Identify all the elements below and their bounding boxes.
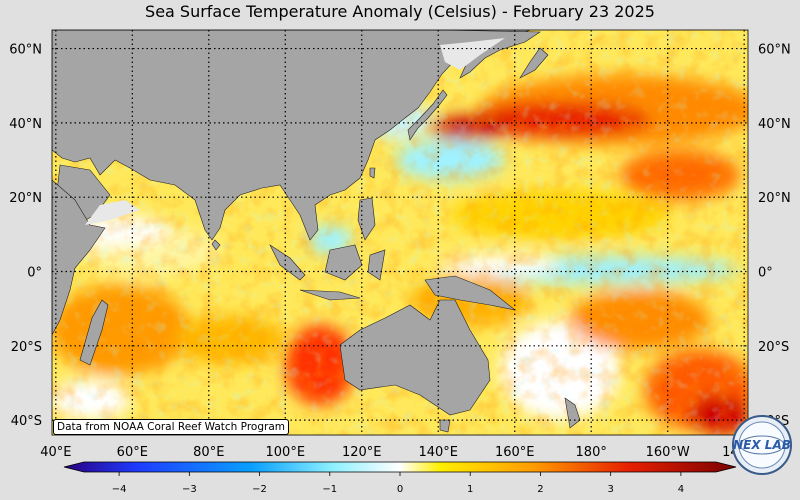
colorbar: −4 −3 −2 −1 0 1 2 3 4 <box>63 461 737 495</box>
lon-label: 160°E <box>495 445 535 460</box>
lat-label-right: 20°S <box>758 340 789 355</box>
colorbar-tick-label: 3 <box>607 484 613 495</box>
map-title: Sea Surface Temperature Anomaly (Celsius… <box>145 2 655 21</box>
lon-label: 180° <box>576 445 607 460</box>
colorbar-ticks: −4 −3 −2 −1 0 1 2 3 4 <box>112 472 684 495</box>
longitude-labels: 40°E 60°E 80°E 100°E 120°E 140°E 160°E 180° 160°… <box>40 445 766 460</box>
colorbar-tick-label: −3 <box>182 484 197 495</box>
lat-label-right: 60°N <box>758 43 791 58</box>
data-credit: Data from NOAA Coral Reef Watch Program <box>53 419 289 435</box>
lat-label-right: 20°N <box>758 191 791 206</box>
colorbar-tick-label: 2 <box>537 484 543 495</box>
map-frame <box>51 29 749 436</box>
lat-label-left: 20°S <box>11 340 42 355</box>
lat-label-right: 40°N <box>758 117 791 132</box>
lon-label: 100°E <box>266 445 306 460</box>
colorbar-tick-label: 1 <box>467 484 473 495</box>
colorbar-tick-label: −2 <box>252 484 267 495</box>
lon-label: 140°E <box>418 445 458 460</box>
latitude-labels-right: 60°N40°N20°N0°20°S40°S <box>758 43 791 430</box>
nexlab-logo: NEX LAB <box>732 415 792 475</box>
logo-text: NEX LAB <box>733 438 791 452</box>
lon-label: 160°W <box>646 445 690 460</box>
colorbar-tick-label: 0 <box>397 484 403 495</box>
lon-label: 80°E <box>193 445 224 460</box>
colorbar-tick-label: 4 <box>678 484 684 495</box>
lat-label-left: 0° <box>27 266 42 281</box>
lon-label: 40°E <box>40 445 71 460</box>
lat-label-left: 40°S <box>11 414 42 429</box>
lat-label-right: 0° <box>758 266 773 281</box>
graticule <box>52 30 748 435</box>
land-masses <box>52 30 581 433</box>
lon-label: 60°E <box>117 445 148 460</box>
lat-label-left: 60°N <box>9 43 42 58</box>
lat-label-left: 40°N <box>9 117 42 132</box>
lon-label: 120°E <box>342 445 382 460</box>
lat-label-left: 20°N <box>9 191 42 206</box>
latitude-labels-left: 60°N 40°N 20°N 0° 20°S 40°S <box>9 43 42 430</box>
colorbar-tick-label: −4 <box>112 484 127 495</box>
sea-ice <box>85 38 505 225</box>
colorbar-tick-label: −1 <box>322 484 337 495</box>
